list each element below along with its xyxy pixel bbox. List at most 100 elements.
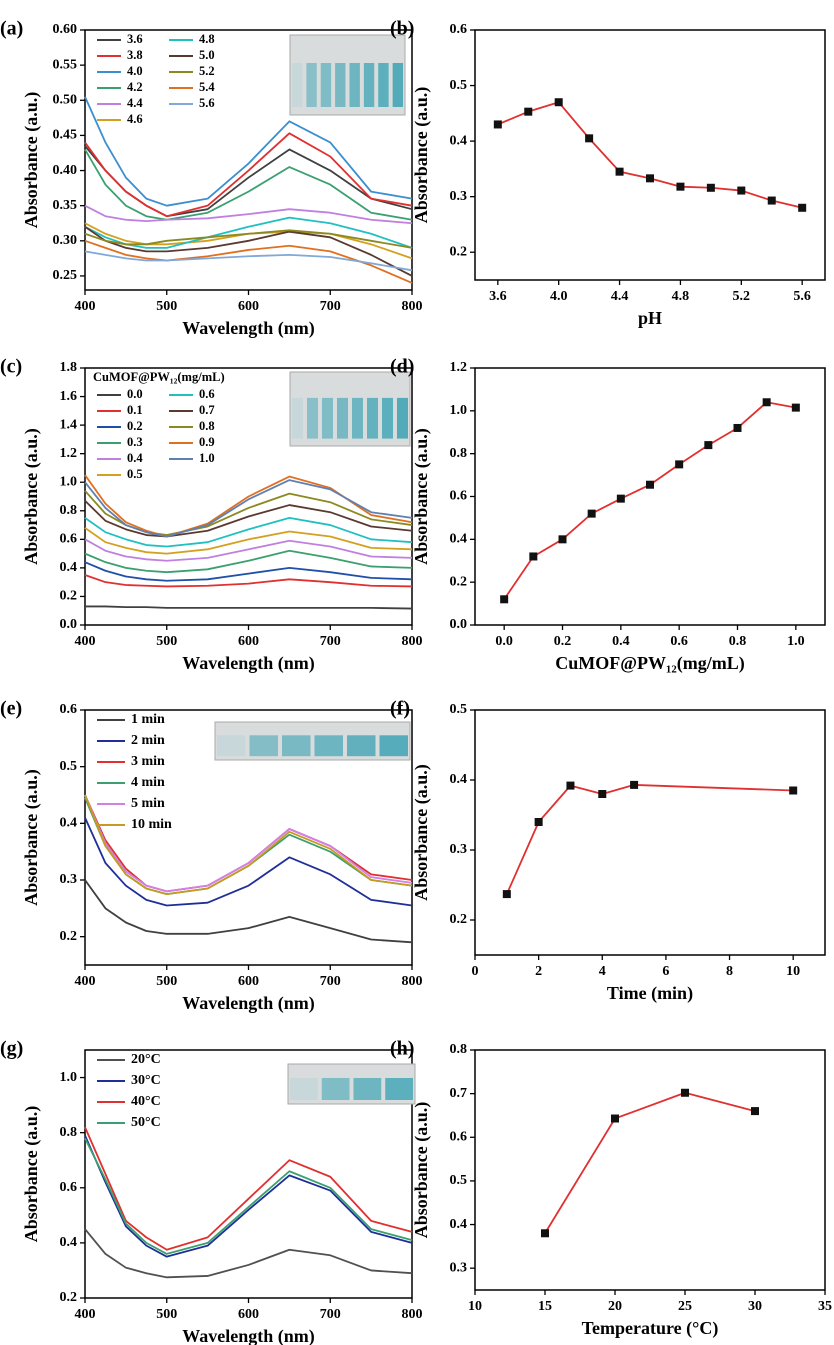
legend-label: 0.6 <box>199 387 215 401</box>
x-tick-label: 600 <box>238 1307 259 1322</box>
y-tick-label: 0.3 <box>450 1260 468 1275</box>
data-line <box>84 490 413 536</box>
x-axis-title: Wavelength (nm) <box>182 653 315 674</box>
data-line <box>503 401 796 600</box>
legend-label: 2 min <box>131 733 165 748</box>
inset-sample <box>397 397 408 439</box>
legend-label: 5 min <box>131 796 165 811</box>
inset-sample <box>363 63 375 107</box>
data-marker <box>791 403 800 412</box>
y-tick-label: 0.6 <box>450 1129 468 1144</box>
legend-label: 4 min <box>131 775 165 790</box>
panel: (d) 0.0 0.2 0.4 0.6 0.8 1.0 0.0 0.2 0.4 0.6 0.8 1.0 1… <box>390 356 826 674</box>
data-marker <box>789 786 798 795</box>
legend-label: 4.8 <box>199 32 215 46</box>
x-tick-label: 600 <box>238 634 259 649</box>
y-tick-label: 0.2 <box>450 912 468 927</box>
data-marker <box>541 1229 549 1238</box>
y-tick-label: 0.4 <box>450 1217 468 1232</box>
y-tick-label: 1.6 <box>60 389 78 404</box>
data-line <box>84 479 413 538</box>
x-axis-title: Wavelength (nm) <box>182 318 315 339</box>
y-tick-label: 0.3 <box>450 842 468 857</box>
y-tick-label: 0.40 <box>53 163 78 178</box>
y-tick-label: 0.2 <box>60 589 78 604</box>
inset-sample <box>320 63 332 107</box>
y-tick-label: 0.8 <box>60 1125 78 1140</box>
legend-label: 20°C <box>131 1052 161 1067</box>
x-tick-label: 15 <box>538 1299 552 1314</box>
data-marker <box>733 423 742 432</box>
y-tick-label: 0.2 <box>450 574 468 589</box>
inset-sample <box>290 1078 318 1100</box>
panel-label: (h) <box>390 1038 414 1060</box>
data-marker <box>646 480 654 489</box>
x-tick-label: 700 <box>320 634 341 649</box>
data-line <box>84 500 413 538</box>
y-tick-label: 0.55 <box>53 57 78 72</box>
plot-frame <box>474 29 826 281</box>
y-tick-label: 0.45 <box>53 128 78 143</box>
data-marker <box>500 595 509 604</box>
y-tick-label: 0.6 <box>450 489 468 504</box>
y-tick-label: 0.4 <box>450 532 468 547</box>
x-tick-label: 600 <box>238 299 259 314</box>
inset-sample <box>314 735 343 757</box>
y-tick-label: 0.6 <box>60 702 78 717</box>
data-line <box>84 549 413 574</box>
panel: (b) 3.6 4.0 4.4 4.8 5.2 5.6 0.2 0.3 0.4 0.5 0.6 pH Ab… <box>390 18 826 328</box>
data-marker <box>762 398 771 407</box>
data-line <box>84 794 413 896</box>
x-axis-title: pH <box>638 308 662 328</box>
data-marker <box>566 781 575 790</box>
inset-sample <box>385 1078 413 1100</box>
legend-label: 4.0 <box>127 64 143 78</box>
inset-sample <box>379 735 408 757</box>
x-tick-label: 1.0 <box>787 634 805 649</box>
x-tick-label: 4.0 <box>550 289 568 304</box>
x-tick-label: 800 <box>402 634 423 649</box>
y-tick-label: 0.6 <box>60 532 78 547</box>
y-tick-label: 0.4 <box>450 772 468 787</box>
x-tick-label: 6 <box>662 964 669 979</box>
y-tick-label: 0.5 <box>450 78 468 93</box>
inset-sample <box>367 397 378 439</box>
data-line <box>84 204 413 225</box>
x-tick-label: 20 <box>608 1299 622 1314</box>
legend-label: 1 min <box>131 712 165 727</box>
y-tick-label: 1.8 <box>60 360 78 375</box>
x-axis-title: CuMOF@PW₁₂(mg/mL) <box>555 653 745 674</box>
y-tick-label: 0.25 <box>53 268 78 283</box>
y-tick-label: 0.6 <box>60 1180 78 1195</box>
y-tick-label: 1.0 <box>60 474 78 489</box>
data-marker <box>675 460 684 469</box>
panel-label: (a) <box>0 18 23 40</box>
y-tick-label: 1.0 <box>60 1070 78 1085</box>
x-axis-title: Wavelength (nm) <box>182 993 315 1014</box>
inset-sample <box>353 1078 382 1100</box>
data-line <box>84 538 413 562</box>
inset-sample <box>292 63 303 107</box>
legend-label: 50°C <box>131 1115 161 1130</box>
y-tick-label: 0.2 <box>60 929 78 944</box>
x-tick-label: 700 <box>320 1307 341 1322</box>
data-marker <box>502 890 511 899</box>
legend-label: 0.3 <box>127 435 143 449</box>
y-tick-label: 0.4 <box>450 133 468 148</box>
x-axis-title: Time (min) <box>607 983 693 1004</box>
inset-sample <box>378 63 389 107</box>
y-tick-label: 0.8 <box>60 503 78 518</box>
data-marker <box>558 535 567 544</box>
data-marker <box>587 509 596 518</box>
data-marker <box>616 494 625 503</box>
y-tick-label: 0.5 <box>450 1173 468 1188</box>
x-tick-label: 500 <box>156 634 177 649</box>
x-tick-label: 8 <box>726 964 733 979</box>
data-marker <box>493 120 502 129</box>
x-tick-label: 700 <box>320 299 341 314</box>
x-tick-label: 500 <box>156 1307 177 1322</box>
data-line <box>84 149 413 221</box>
panel: (a) 400 500 600 700 800 0.25 0.30 0.35 0.40 0.45 0.… <box>0 18 423 340</box>
data-marker <box>534 818 543 826</box>
data-line <box>544 1091 756 1234</box>
